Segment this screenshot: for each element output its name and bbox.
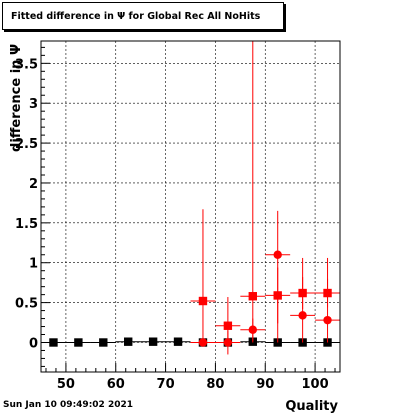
data-point-square (223, 321, 233, 330)
data-point-square (49, 338, 58, 347)
data-point-square (198, 296, 208, 306)
x-tick-label: 80 (206, 377, 224, 392)
data-point-circle (223, 338, 233, 347)
plot-title-box: Fitted difference in Ψ for Global Rec Al… (2, 2, 284, 30)
data-series (41, 41, 340, 355)
y-tick-label: 0.5 (15, 297, 38, 312)
data-point-circle (323, 315, 332, 325)
x-tick-label: 90 (256, 377, 274, 392)
x-tick-label: 50 (57, 377, 75, 392)
axis-ticks: 50 60 70 80 90 100 0 0.5 1 1.5 2 2.5 3 3.5 (15, 46, 336, 392)
data-point-square (124, 337, 133, 346)
y-axis-label: difference in Ψ (9, 44, 24, 152)
y-tick-label: 2.5 (15, 137, 38, 152)
x-tick-label: 60 (107, 377, 125, 392)
data-point-circle (273, 250, 282, 259)
x-tick-label: 100 (302, 377, 329, 392)
grid-lines (41, 41, 340, 372)
x-tick-label: 70 (157, 377, 175, 392)
data-point-circle (198, 338, 208, 347)
data-point-square (173, 337, 183, 346)
data-point-square (99, 338, 108, 347)
y-tick-label: 1 (29, 257, 38, 272)
y-tick-label: 0 (29, 336, 38, 351)
data-point-square (248, 292, 257, 301)
x-axis-label: Quality (285, 399, 338, 414)
plot-title: Fitted difference in Ψ for Global Rec Al… (11, 11, 261, 22)
data-point-circle (298, 311, 307, 320)
data-point-circle (248, 325, 257, 334)
timestamp: Sun Jan 10 09:49:02 2021 (3, 400, 134, 410)
y-tick-label: 3.5 (15, 57, 38, 72)
y-tick-label: 3 (29, 97, 38, 112)
data-point-square (148, 337, 158, 346)
y-tick-label: 2 (29, 177, 38, 192)
data-point-square (74, 338, 83, 347)
y-tick-label: 1.5 (15, 217, 38, 232)
plot-frame (40, 40, 341, 373)
